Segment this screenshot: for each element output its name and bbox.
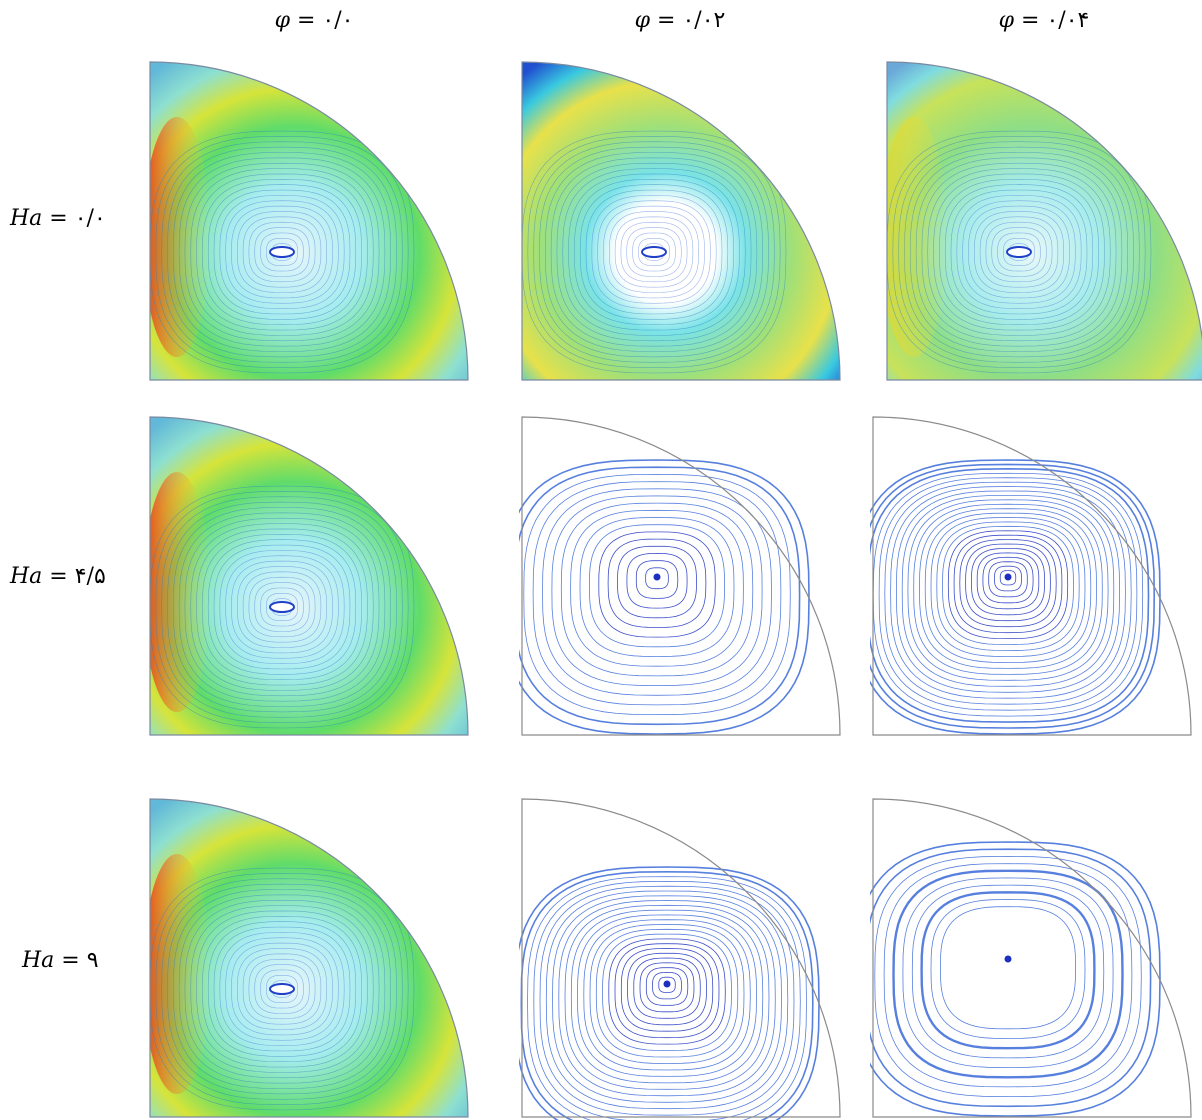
ha-value: ۹	[86, 948, 99, 973]
equals-sign: =	[42, 564, 75, 589]
streamline-plot	[521, 61, 841, 381]
phi-symbol: φ	[634, 8, 651, 33]
equals-sign: =	[650, 8, 683, 33]
column-header-1: φ = ۰/۰	[214, 8, 414, 33]
streamline-plot	[519, 416, 841, 736]
cavity-boundary	[872, 798, 1192, 1118]
cavity-boundary	[149, 798, 469, 1118]
cavity-boundary	[886, 61, 1202, 381]
streamline-panel-ha45-phi002	[519, 412, 845, 738]
ha-symbol: Ha	[22, 948, 55, 973]
cavity-boundary	[521, 416, 841, 736]
ha-value: ۰/۰	[74, 206, 106, 231]
phi-symbol: φ	[998, 8, 1015, 33]
streamline-panel-ha0-phi0	[147, 57, 473, 383]
streamline-panel-ha9-phi0	[147, 794, 473, 1120]
equals-sign: =	[289, 8, 323, 33]
ha-symbol: Ha	[10, 206, 43, 231]
phi-value: ۰/۰۲	[682, 8, 726, 33]
streamline-panel-ha9-phi002	[519, 794, 845, 1120]
cavity-boundary	[872, 416, 1192, 736]
column-header-2: φ = ۰/۰۲	[580, 8, 780, 33]
column-header-3: φ = ۰/۰۴	[944, 8, 1144, 33]
phi-value: ۰/۰	[322, 8, 354, 33]
streamline-panel-ha0-phi004	[884, 57, 1202, 383]
streamline-plot	[870, 798, 1192, 1118]
streamline-panel-ha45-phi004	[870, 412, 1196, 738]
equals-sign: =	[54, 948, 87, 973]
streamline-panel-ha45-phi0	[147, 412, 473, 738]
row-header-2: Ha = ۴/۵	[10, 564, 140, 589]
phi-value: ۰/۰۴	[1046, 8, 1090, 33]
equals-sign: =	[42, 206, 75, 231]
streamline-panel-ha9-phi004	[870, 794, 1196, 1120]
equals-sign: =	[1014, 8, 1047, 33]
streamline-plot	[149, 416, 469, 736]
cavity-boundary	[149, 61, 469, 381]
streamline-plot	[870, 416, 1192, 736]
ha-symbol: Ha	[10, 564, 43, 589]
cavity-boundary	[521, 61, 841, 381]
ha-value: ۴/۵	[74, 564, 106, 589]
cavity-boundary	[521, 798, 841, 1118]
row-header-3: Ha = ۹	[22, 948, 152, 973]
row-header-1: Ha = ۰/۰	[10, 206, 140, 231]
streamline-plot	[886, 61, 1202, 381]
phi-symbol: φ	[274, 8, 290, 33]
streamline-plot	[149, 61, 469, 381]
cavity-boundary	[149, 416, 469, 736]
streamline-plot	[149, 798, 469, 1118]
streamline-panel-ha0-phi002	[519, 57, 845, 383]
streamline-plot	[519, 798, 841, 1120]
